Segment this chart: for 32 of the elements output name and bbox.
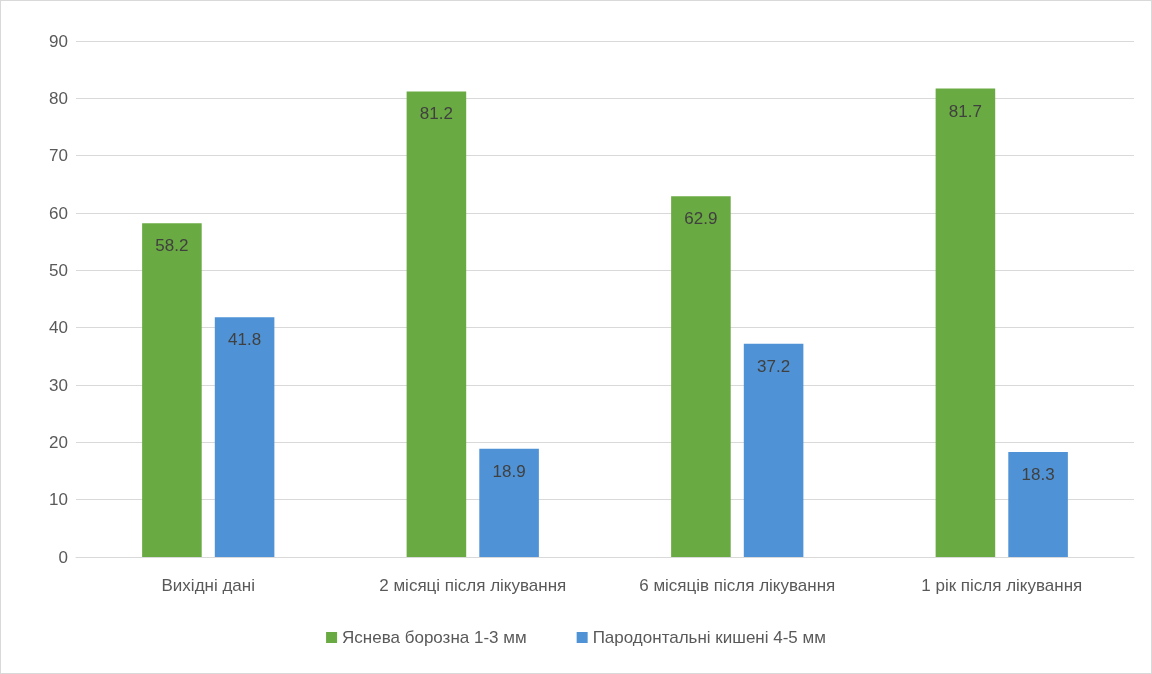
y-tick-label: 30 xyxy=(49,375,68,395)
data-label: 58.2 xyxy=(155,236,189,256)
bar xyxy=(214,317,275,557)
data-label: 81.7 xyxy=(948,101,982,121)
bar xyxy=(1008,452,1068,557)
y-tick-label: 40 xyxy=(49,318,68,338)
bar xyxy=(743,343,804,557)
x-tick-label: Вихідні дані xyxy=(161,576,255,595)
x-tick-label: 1 рік після лікування xyxy=(921,576,1083,595)
data-label: 37.2 xyxy=(757,356,791,376)
bar xyxy=(479,448,539,557)
data-label: 41.8 xyxy=(228,330,262,350)
bar xyxy=(406,91,467,557)
data-label: 18.3 xyxy=(1021,465,1055,485)
y-tick-label: 10 xyxy=(49,490,68,510)
data-label: 81.2 xyxy=(419,104,453,124)
data-label: 18.9 xyxy=(492,461,526,481)
y-tick-label: 80 xyxy=(49,88,68,108)
x-tick-label: 2 місяці після лікування xyxy=(379,576,567,595)
legend-label: Яснева борозна 1-3 мм xyxy=(342,628,527,647)
y-tick-label: 60 xyxy=(49,203,68,223)
y-tick-label: 90 xyxy=(49,31,68,51)
y-tick-label: 50 xyxy=(49,260,68,280)
y-tick-label: 0 xyxy=(58,547,68,567)
y-tick-label: 70 xyxy=(49,146,68,166)
data-label: 62.9 xyxy=(684,209,718,229)
y-tick-label: 20 xyxy=(49,432,68,452)
bar xyxy=(142,223,202,557)
bar xyxy=(935,88,996,557)
legend-label: Пародонтальні кишені 4-5 мм xyxy=(592,628,826,647)
bar xyxy=(671,196,731,557)
x-tick-label: 6 місяців після лікування xyxy=(639,576,836,595)
